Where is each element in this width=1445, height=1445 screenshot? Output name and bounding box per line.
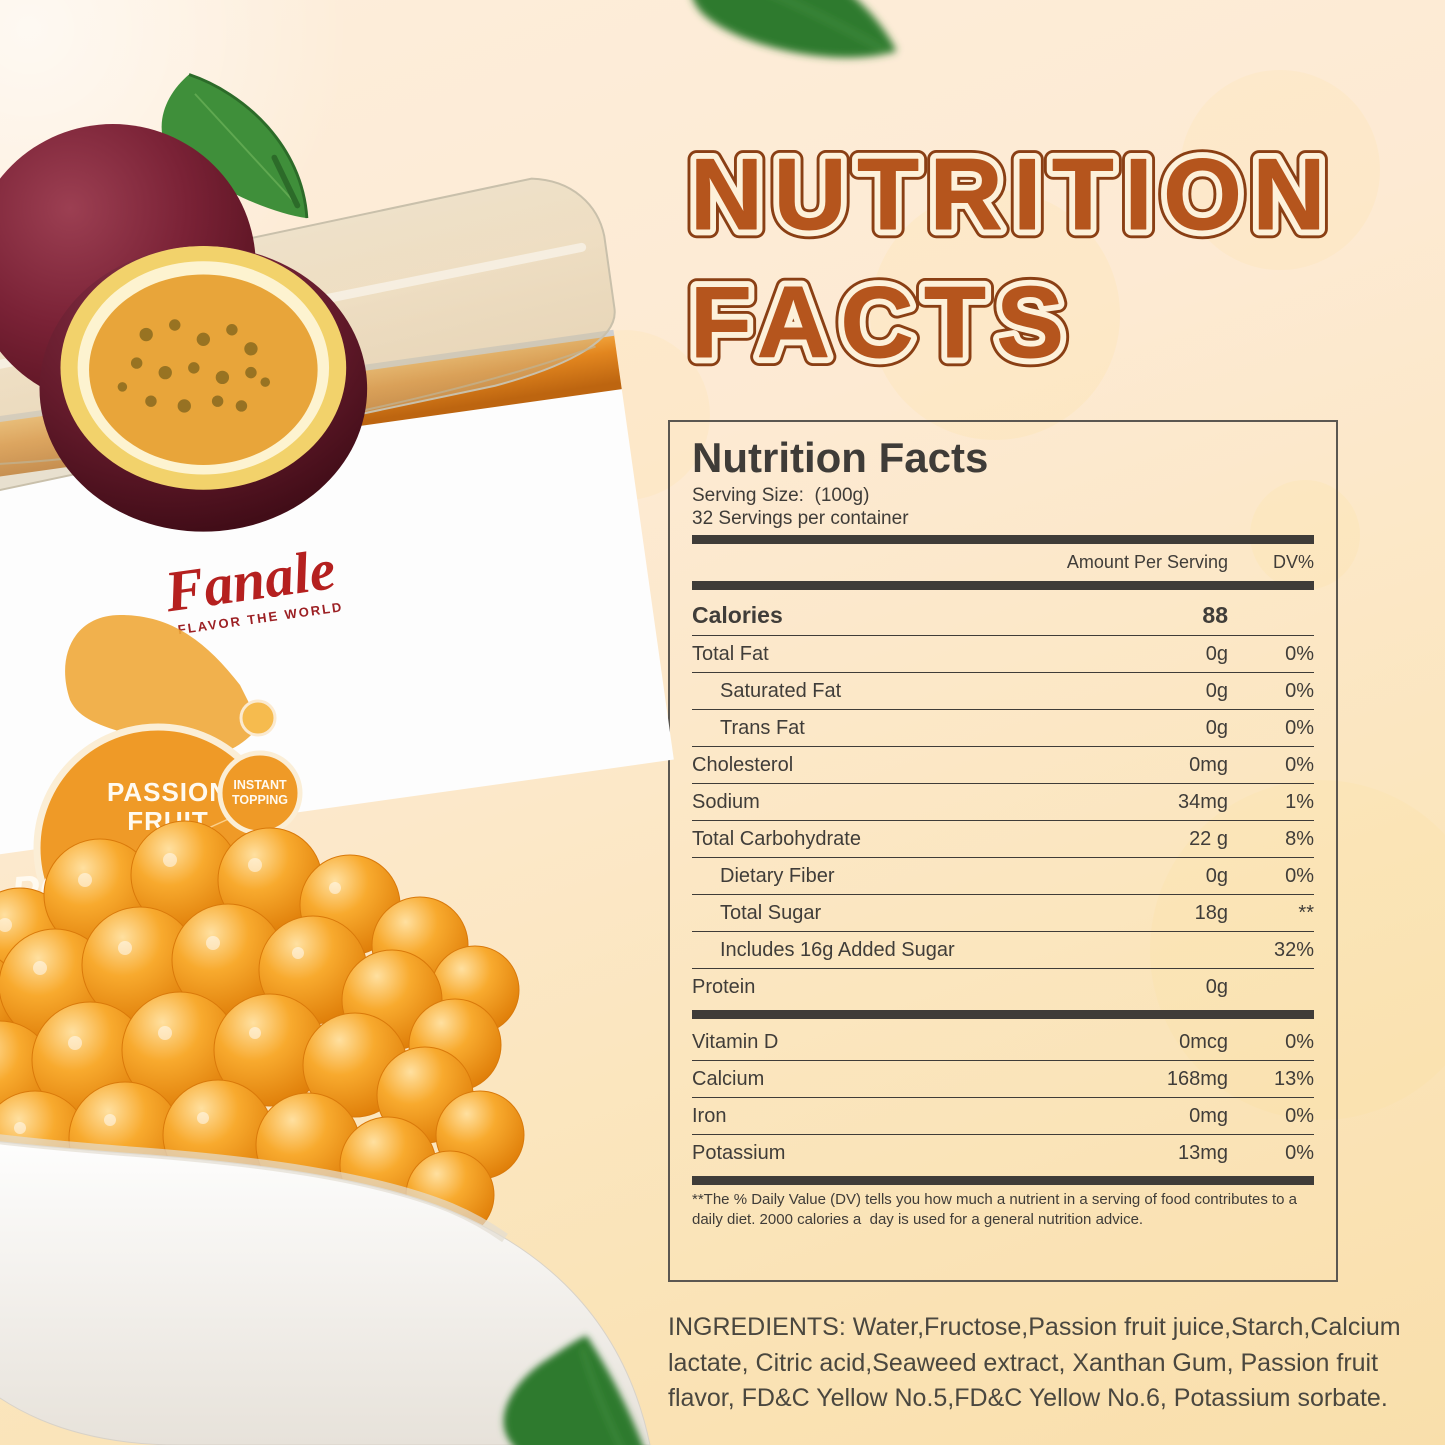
svg-text:TOPPING: TOPPING — [232, 793, 288, 807]
svg-text:PASSION: PASSION — [107, 777, 229, 807]
svg-text:INSTANT: INSTANT — [233, 778, 287, 792]
